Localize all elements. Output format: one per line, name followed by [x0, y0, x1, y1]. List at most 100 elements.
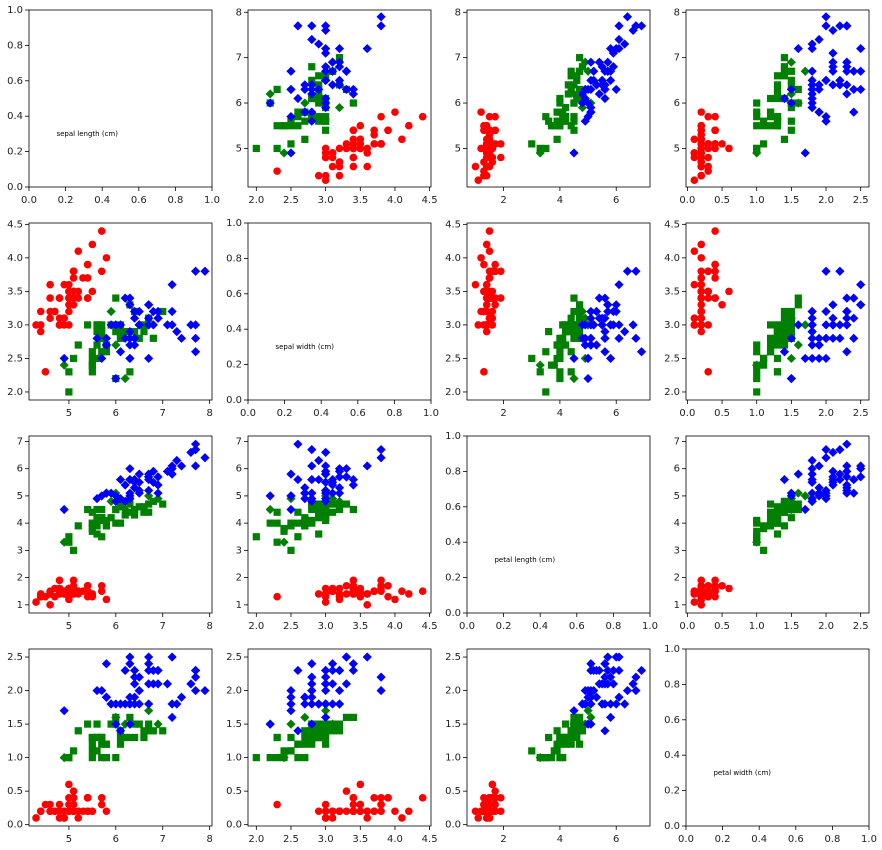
y-tick-label: 1.0	[226, 753, 242, 764]
point-virginica	[807, 496, 817, 506]
x-tick-label: 1.0	[423, 408, 439, 419]
point-versicolor	[570, 126, 578, 134]
point-setosa	[482, 800, 491, 809]
x-tick-label: 4.0	[387, 834, 403, 845]
x-tick-label: 0.0	[678, 834, 694, 845]
point-virginica	[605, 75, 616, 85]
point-versicolor	[135, 720, 143, 728]
point-versicolor	[753, 108, 761, 116]
point-versicolor	[120, 719, 130, 729]
point-virginica	[286, 148, 296, 158]
x-tick-label: 2.5	[853, 195, 869, 206]
point-versicolor	[107, 720, 115, 728]
y-tick-label: 1	[17, 600, 23, 611]
point-versicolor	[130, 505, 139, 514]
x-tick-label: 2.5	[283, 834, 299, 845]
point-setosa	[377, 140, 385, 148]
point-virginica	[620, 327, 630, 337]
point-virginica	[586, 719, 596, 729]
point-versicolor	[301, 117, 309, 125]
point-setosa	[363, 149, 372, 157]
point-versicolor	[542, 113, 550, 121]
point-versicolor	[102, 519, 111, 527]
point-versicolor	[760, 354, 768, 363]
point-versicolor	[84, 720, 92, 728]
point-virginica	[134, 320, 144, 330]
point-virginica	[341, 84, 352, 95]
point-versicolor	[760, 361, 768, 369]
point-virginica	[97, 353, 107, 364]
point-virginica	[293, 93, 303, 104]
y-tick-label: 0.0	[445, 820, 461, 831]
point-virginica	[286, 66, 296, 76]
point-setosa	[482, 307, 491, 316]
point-virginica	[600, 347, 610, 357]
point-setosa	[69, 274, 78, 282]
point-versicolor	[300, 712, 310, 722]
point-virginica	[376, 21, 386, 31]
point-virginica	[622, 266, 633, 276]
point-setosa	[321, 590, 330, 598]
point-versicolor	[576, 720, 584, 728]
point-versicolor	[294, 122, 302, 130]
point-versicolor	[559, 113, 567, 121]
point-setosa	[349, 576, 358, 585]
point-virginica	[153, 488, 163, 498]
point-setosa	[273, 167, 281, 175]
point-virginica	[856, 472, 866, 482]
point-setosa	[418, 587, 427, 596]
point-setosa	[697, 314, 706, 323]
point-versicolor	[273, 538, 281, 546]
y-tick-label: 0.4	[7, 111, 23, 122]
point-virginica	[828, 80, 838, 90]
point-versicolor	[98, 533, 106, 541]
axes-frame	[28, 222, 213, 401]
point-versicolor	[578, 63, 587, 71]
point-virginica	[327, 474, 338, 485]
point-virginica	[190, 461, 201, 471]
point-virginica	[190, 665, 201, 676]
point-versicolor	[121, 328, 129, 336]
point-versicolor	[780, 503, 789, 511]
point-virginica	[144, 652, 154, 662]
point-virginica	[842, 480, 852, 490]
x-tick-label: 2	[500, 408, 506, 419]
point-setosa	[65, 780, 73, 789]
point-virginica	[115, 320, 126, 330]
point-virginica	[842, 439, 852, 449]
point-setosa	[690, 590, 699, 598]
point-setosa	[704, 287, 712, 296]
point-virginica	[348, 659, 358, 669]
point-virginica	[334, 466, 345, 476]
point-virginica	[376, 445, 386, 455]
point-setosa	[474, 176, 483, 184]
x-tick-label: 0.5	[714, 195, 730, 206]
point-setosa	[60, 280, 68, 289]
point-setosa	[36, 592, 45, 601]
point-setosa	[697, 287, 706, 296]
point-virginica	[603, 652, 613, 662]
x-tick-label: 0.0	[459, 621, 475, 632]
point-versicolor	[780, 63, 789, 71]
point-setosa	[711, 126, 719, 135]
point-versicolor	[301, 522, 309, 530]
point-virginica	[591, 340, 602, 350]
point-virginica	[849, 107, 859, 117]
point-virginica	[807, 488, 817, 498]
point-versicolor	[335, 720, 344, 728]
y-tick-label: 6	[674, 98, 680, 109]
point-setosa	[690, 135, 699, 144]
point-versicolor	[535, 360, 545, 370]
x-tick-label: 3.5	[352, 195, 368, 206]
point-versicolor	[561, 321, 570, 329]
y-tick-label: 7	[236, 436, 242, 447]
point-setosa	[356, 807, 365, 816]
point-virginica	[334, 483, 345, 493]
point-versicolor	[556, 94, 564, 103]
point-versicolor	[536, 368, 544, 376]
point-setosa	[711, 140, 719, 148]
point-versicolor	[287, 733, 295, 742]
point-virginica	[620, 699, 630, 709]
point-versicolor	[536, 754, 544, 762]
x-tick-label: 3.0	[318, 621, 334, 632]
